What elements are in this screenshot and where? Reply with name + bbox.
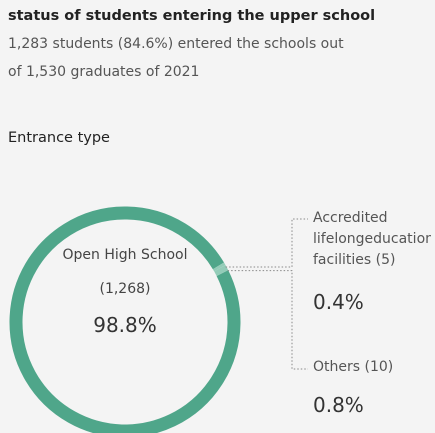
donut-slice [212,262,226,272]
center-count: (1,268) [99,281,151,297]
slice-label: Others (10) [313,359,393,375]
donut-slice [9,206,241,433]
center-label: Open High School [62,247,188,263]
subtitle: 1,283 students (84.6%) entered the schoo… [8,36,344,52]
slice-value: 0.4% [313,290,364,314]
subtitle: of 1,530 graduates of 2021 [8,64,200,80]
page-title: status of students entering the upper sc… [8,8,376,24]
chart-title: Entrance type [8,130,110,146]
slice-label: Accredited lifelongeducation facilities … [313,208,431,271]
center-value: 98.8% [93,313,157,337]
slice-label-name: Others [313,359,361,375]
slice-count: (10) [364,359,394,375]
slice-count: (5) [375,252,396,268]
slice-value: 0.8% [313,393,364,417]
donut-slice [214,265,229,277]
leader-line [227,270,308,370]
slice-label-name: Accredited lifelongeducation facilities [313,210,431,268]
